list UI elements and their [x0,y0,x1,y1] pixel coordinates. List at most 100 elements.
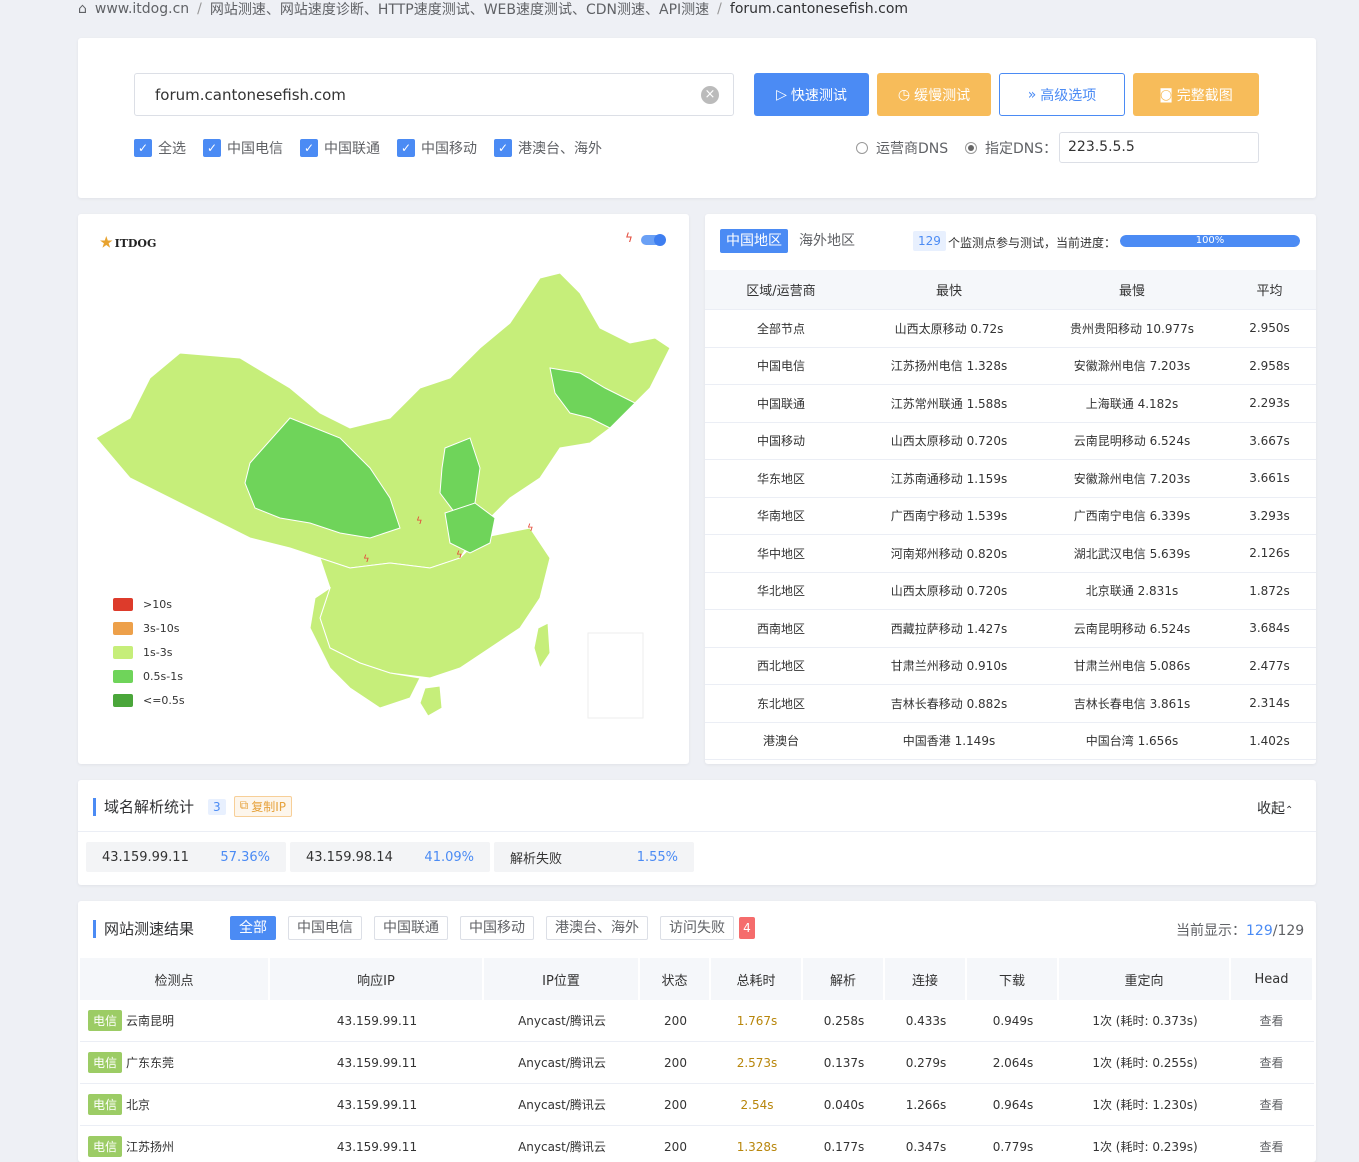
radio-custom-dns[interactable]: 指定DNS： [965,138,1057,158]
lightning-marker: ϟ [527,523,534,534]
filter-unicom[interactable]: 中国联通 [374,916,448,940]
cell-status: 200 [664,1097,687,1112]
dns-pct: 57.36% [220,849,270,865]
checkbox-overseas[interactable]: ✓ 港澳台、海外 [494,138,602,158]
fast-test-button[interactable]: ▷ 快速测试 [754,73,869,116]
summary-cell: 2.477s [1249,658,1290,673]
cell-down: 0.949s [992,1013,1034,1028]
display-current: 129 [1246,923,1273,939]
breadcrumb-home[interactable]: www.itdog.cn [94,1,190,17]
summary-cell: 吉林长春移动 0.882s [890,696,1008,711]
collapse-label: 收起 [1257,801,1285,817]
summary-cell: 江苏南通移动 1.159s [890,471,1008,486]
summary-row: 西北地区 甘肃兰州移动 0.910s 甘肃兰州电信 5.086s 2.477s [705,648,1316,685]
breadcrumb: ⌂ www.itdog.cn / 网站测速、网站速度诊断、HTTP速度测试、WE… [78,0,908,18]
legend-item[interactable]: <=0.5s [113,694,185,707]
checkbox-label: 中国电信 [227,141,283,157]
summary-cell: 山西太原移动 0.720s [890,584,1008,599]
home-icon[interactable]: ⌂ [78,1,87,17]
dns-input[interactable]: 223.5.5.5 [1059,132,1259,163]
checkbox-all[interactable]: ✓ 全选 [134,138,186,158]
filter-telecom[interactable]: 中国电信 [288,916,362,940]
cell-loc: Anycast/腾讯云 [518,1014,606,1028]
table-row[interactable]: 电信 江苏扬州 43.159.99.11 Anycast/腾讯云 200 1.328s 0.… [80,1126,1314,1162]
summary-cell: 2.293s [1249,396,1290,411]
map-toggle[interactable] [641,234,666,246]
col-download: 下载 [967,958,1057,1000]
node-name: 北京 [126,1098,151,1112]
summary-cell: 西南地区 [756,621,805,636]
radio-label: 指定DNS： [985,141,1058,157]
node-count-text: 个监测点参与测试，当前进度： [948,236,1117,250]
results-header: 网站测速结果 [93,918,194,939]
checkbox-label: 港澳台、海外 [518,141,602,157]
isp-tag: 电信 [88,1052,123,1073]
cell-ip: 43.159.99.11 [336,1139,418,1154]
breadcrumb-section[interactable]: 网站测速、网站速度诊断、HTTP速度测试、WEB速度测试、CDN测速、API测速 [209,2,710,18]
summary-cell: 3.667s [1249,433,1290,448]
checkbox-unicom[interactable]: ✓ 中国联通 [300,138,380,158]
tab-overseas[interactable]: 海外地区 [799,233,855,249]
node-count-badge: 129 [913,231,946,251]
summary-row: 西南地区 西藏拉萨移动 1.427s 云南昆明移动 6.524s 3.684s [705,610,1316,648]
summary-cell: 西藏拉萨移动 1.427s [890,621,1008,636]
filter-failed[interactable]: 访问失败 [660,916,734,940]
cell-ip: 43.159.99.11 [336,1013,418,1028]
clear-icon[interactable]: × [701,86,719,104]
view-head-link[interactable]: 查看 [1259,1014,1284,1028]
legend-label: 3s-10s [143,622,180,635]
advanced-options-button[interactable]: » 高级选项 [999,73,1125,116]
table-row[interactable]: 电信 北京 43.159.99.11 Anycast/腾讯云 200 2.54s 0.040… [80,1084,1314,1126]
legend-item[interactable]: 3s-10s [113,622,179,635]
view-head-link[interactable]: 查看 [1259,1056,1284,1070]
checkbox-mobile[interactable]: ✓ 中国移动 [397,138,477,158]
view-head-link[interactable]: 查看 [1259,1140,1284,1154]
radio-isp-dns[interactable]: 运营商DNS [856,138,948,158]
legend-swatch [113,622,133,635]
filter-mobile[interactable]: 中国移动 [460,916,534,940]
collapse-button[interactable]: 收起⌃ [1257,798,1293,818]
cell-loc: Anycast/腾讯云 [518,1056,606,1070]
filter-all[interactable]: 全部 [230,916,276,940]
slow-test-button[interactable]: ◷ 缓慢测试 [877,73,991,116]
table-row[interactable]: 电信 云南昆明 43.159.99.11 Anycast/腾讯云 200 1.767s 0.… [80,1000,1314,1042]
cell-node: 电信 云南昆明 [80,1000,270,1041]
view-head-link[interactable]: 查看 [1259,1098,1284,1112]
cell-conn: 0.279s [905,1055,947,1070]
summary-cell: 安徽滁州电信 7.203s [1073,471,1191,486]
summary-cell: 3.684s [1249,621,1290,636]
node-name: 广东东莞 [126,1056,175,1070]
section-bar [93,919,96,938]
cell-total: 1.767s [736,1013,778,1028]
legend-item[interactable]: 1s-3s [113,646,172,659]
url-input[interactable]: forum.cantonesefish.com × [134,73,734,116]
cell-ip: 43.159.99.11 [336,1097,418,1112]
radio-circle [856,142,868,154]
summary-cell: 东北地区 [756,696,805,711]
chevron-up-icon: ⌃ [1285,805,1294,816]
check-icon: ✓ [494,139,512,157]
copy-ip-button[interactable]: ⧉ 复制IP [233,796,293,817]
check-icon: ✓ [300,139,318,157]
map-region-qinghai [244,417,401,539]
summary-cell: 2.314s [1249,696,1290,711]
summary-row: 全部节点 山西太原移动 0.72s 贵州贵阳移动 10.977s 2.950s [705,310,1316,348]
breadcrumb-separator: / [197,1,202,17]
legend-label: >10s [143,598,172,611]
map-region-yunnan [309,586,421,709]
summary-cell: 云南昆明移动 6.524s [1073,621,1191,636]
table-row[interactable]: 电信 广东东莞 43.159.99.11 Anycast/腾讯云 200 2.573s 0.… [80,1042,1314,1084]
map-region-taiwan [533,622,551,670]
tab-china[interactable]: 中国地区 [720,229,788,253]
cell-conn: 0.433s [905,1013,947,1028]
radio-circle [965,142,977,154]
legend-item[interactable]: >10s [113,598,172,611]
url-input-value: forum.cantonesefish.com [155,85,346,104]
checkbox-telecom[interactable]: ✓ 中国电信 [203,138,283,158]
cell-status: 200 [664,1055,687,1070]
filter-overseas[interactable]: 港澳台、海外 [546,916,648,940]
summary-cell: 湖北武汉电信 5.639s [1073,546,1191,561]
check-icon: ✓ [397,139,415,157]
legend-item[interactable]: 0.5s-1s [113,670,183,683]
screenshot-button[interactable]: ◙ 完整截图 [1133,73,1259,116]
